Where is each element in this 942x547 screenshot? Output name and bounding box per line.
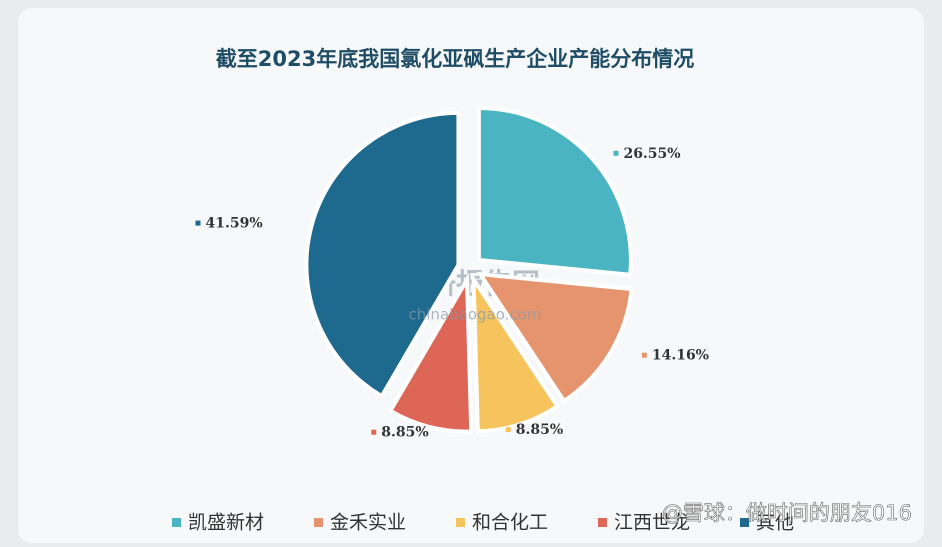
card [18, 8, 924, 543]
legend-marker [598, 518, 607, 527]
legend-marker [172, 518, 181, 527]
legend-label: 其他 [756, 512, 794, 534]
watermark: chinabaogao.com [409, 306, 542, 324]
legend-label: 江西世龙 [614, 512, 690, 534]
data-label: 8.85% [381, 425, 428, 441]
label-marker [641, 352, 647, 358]
label-marker [613, 150, 619, 156]
chart-title: 截至2023年底我国氯化亚砜生产企业产能分布情况 [216, 47, 694, 71]
legend-label: 凯盛新材 [188, 512, 264, 534]
data-label: 41.59% [206, 216, 263, 232]
label-marker [195, 220, 201, 226]
legend-marker [740, 518, 749, 527]
label-marker [371, 429, 377, 435]
legend-label: 和合化工 [472, 512, 548, 534]
pie-slice [304, 110, 461, 399]
data-label: 8.85% [516, 422, 563, 438]
overlay-text: @雪球：做时间的朋友016 [662, 501, 912, 525]
legend-marker [456, 518, 465, 527]
data-label: 14.16% [652, 348, 709, 364]
label-marker [505, 427, 511, 433]
pie-slice [471, 272, 561, 434]
legend-marker [314, 518, 323, 527]
pie-slice [476, 271, 634, 404]
data-label: 26.55% [623, 146, 680, 162]
legend-label: 金禾实业 [330, 512, 406, 534]
pie-slice [476, 105, 633, 277]
pie-slice [387, 272, 474, 434]
